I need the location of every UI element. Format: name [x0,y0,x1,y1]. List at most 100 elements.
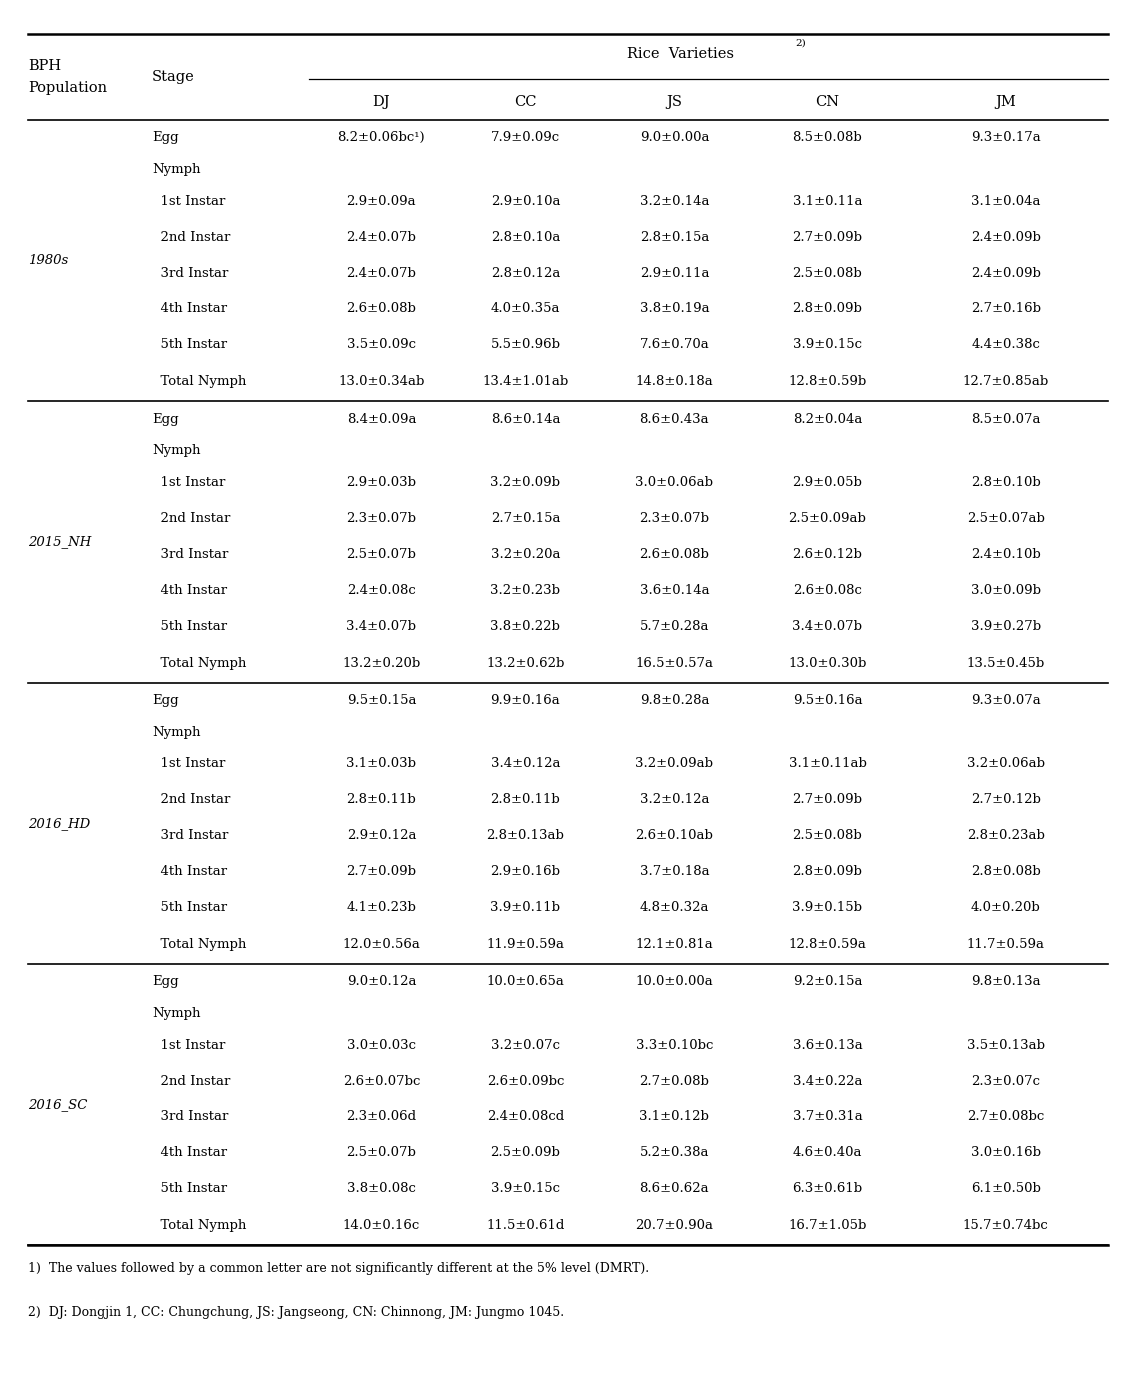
Text: 3.2±0.09ab: 3.2±0.09ab [636,757,713,771]
Text: 1)  The values followed by a common letter are not significantly different at th: 1) The values followed by a common lette… [28,1262,649,1274]
Text: JS: JS [666,95,683,109]
Text: BPH: BPH [28,59,61,73]
Text: 2.6±0.08c: 2.6±0.08c [793,583,862,597]
Text: Total Nymph: Total Nymph [152,938,246,952]
Text: 3rd Instar: 3rd Instar [152,829,228,843]
Text: 2.8±0.23ab: 2.8±0.23ab [966,829,1045,843]
Text: 2nd Instar: 2nd Instar [152,512,231,525]
Text: 3.5±0.13ab: 3.5±0.13ab [966,1038,1045,1052]
Text: 7.9±0.09c: 7.9±0.09c [490,131,560,145]
Text: Egg: Egg [152,694,179,707]
Text: 3.2±0.14a: 3.2±0.14a [640,194,709,208]
Text: 4.6±0.40a: 4.6±0.40a [793,1146,862,1160]
Text: 2.3±0.07b: 2.3±0.07b [346,512,416,525]
Text: 1st Instar: 1st Instar [152,757,225,771]
Text: 5th Instar: 5th Instar [152,619,227,633]
Text: CC: CC [514,95,537,109]
Text: 3.1±0.11a: 3.1±0.11a [793,194,862,208]
Text: 2.6±0.08b: 2.6±0.08b [639,547,710,561]
Text: 12.7±0.85ab: 12.7±0.85ab [963,375,1048,389]
Text: 2.4±0.08c: 2.4±0.08c [346,583,416,597]
Text: 2.6±0.10ab: 2.6±0.10ab [636,829,713,843]
Text: 2.7±0.12b: 2.7±0.12b [971,793,1041,807]
Text: 5.7±0.28a: 5.7±0.28a [640,619,709,633]
Text: 2.3±0.07b: 2.3±0.07b [639,512,710,525]
Text: 15.7±0.74bc: 15.7±0.74bc [963,1219,1048,1233]
Text: CN: CN [816,95,839,109]
Text: 2.8±0.09b: 2.8±0.09b [792,302,863,316]
Text: 3.1±0.03b: 3.1±0.03b [346,757,416,771]
Text: 1st Instar: 1st Instar [152,476,225,490]
Text: 3.7±0.18a: 3.7±0.18a [640,865,709,878]
Text: 12.8±0.59a: 12.8±0.59a [789,938,866,952]
Text: 2.6±0.08b: 2.6±0.08b [346,302,416,316]
Text: 2): 2) [795,39,807,47]
Text: 4.1±0.23b: 4.1±0.23b [346,900,416,914]
Text: 2.5±0.07b: 2.5±0.07b [346,547,416,561]
Text: 2.4±0.10b: 2.4±0.10b [971,547,1041,561]
Text: 4.0±0.20b: 4.0±0.20b [971,900,1041,914]
Text: 3.9±0.15c: 3.9±0.15c [793,338,862,352]
Text: 9.9±0.16a: 9.9±0.16a [490,694,560,707]
Text: 2.9±0.05b: 2.9±0.05b [792,476,863,490]
Text: 3.5±0.09c: 3.5±0.09c [346,338,416,352]
Text: 2.4±0.08cd: 2.4±0.08cd [487,1110,564,1124]
Text: 2.5±0.09b: 2.5±0.09b [490,1146,560,1160]
Text: 2.7±0.16b: 2.7±0.16b [971,302,1041,316]
Text: 14.0±0.16c: 14.0±0.16c [343,1219,420,1233]
Text: 5th Instar: 5th Instar [152,1182,227,1196]
Text: 3.8±0.19a: 3.8±0.19a [640,302,709,316]
Text: 2.8±0.15a: 2.8±0.15a [640,230,709,244]
Text: Total Nymph: Total Nymph [152,1219,246,1233]
Text: 3.0±0.09b: 3.0±0.09b [971,583,1041,597]
Text: 3.9±0.27b: 3.9±0.27b [971,619,1041,633]
Text: Nymph: Nymph [152,163,200,177]
Text: 2.9±0.16b: 2.9±0.16b [490,865,560,878]
Text: 5th Instar: 5th Instar [152,900,227,914]
Text: 2.8±0.09b: 2.8±0.09b [792,865,863,878]
Text: 8.6±0.43a: 8.6±0.43a [640,412,709,426]
Text: 2.3±0.07c: 2.3±0.07c [971,1074,1041,1088]
Text: 2.5±0.09ab: 2.5±0.09ab [789,512,866,525]
Text: 9.5±0.15a: 9.5±0.15a [346,694,416,707]
Text: 3.8±0.22b: 3.8±0.22b [490,619,560,633]
Text: 9.3±0.17a: 9.3±0.17a [971,131,1041,145]
Text: 2.4±0.07b: 2.4±0.07b [346,266,416,280]
Text: 9.3±0.07a: 9.3±0.07a [971,694,1041,707]
Text: 2.9±0.11a: 2.9±0.11a [640,266,709,280]
Text: 3.9±0.15c: 3.9±0.15c [490,1182,560,1196]
Text: 2)  DJ: Dongjin 1, CC: Chungchung, JS: Jangseong, CN: Chinnong, JM: Jungmo 1045.: 2) DJ: Dongjin 1, CC: Chungchung, JS: Ja… [28,1306,565,1318]
Text: 2015_NH: 2015_NH [28,535,91,549]
Text: 13.2±0.62b: 13.2±0.62b [486,656,565,670]
Text: 12.0±0.56a: 12.0±0.56a [342,938,421,952]
Text: 3.2±0.23b: 3.2±0.23b [490,583,560,597]
Text: 3.2±0.09b: 3.2±0.09b [490,476,560,490]
Text: Egg: Egg [152,412,179,426]
Text: 2.8±0.11b: 2.8±0.11b [490,793,560,807]
Text: 9.2±0.15a: 9.2±0.15a [793,975,862,989]
Text: 3.0±0.16b: 3.0±0.16b [971,1146,1041,1160]
Text: 3.4±0.22a: 3.4±0.22a [793,1074,862,1088]
Text: 4.8±0.32a: 4.8±0.32a [640,900,709,914]
Text: Nymph: Nymph [152,1007,200,1020]
Text: Total Nymph: Total Nymph [152,375,246,389]
Text: 5th Instar: 5th Instar [152,338,227,352]
Text: 8.2±0.04a: 8.2±0.04a [793,412,862,426]
Text: 3.4±0.12a: 3.4±0.12a [490,757,560,771]
Text: 12.8±0.59b: 12.8±0.59b [789,375,866,389]
Text: 6.3±0.61b: 6.3±0.61b [792,1182,863,1196]
Text: 10.0±0.00a: 10.0±0.00a [636,975,713,989]
Text: 2.8±0.08b: 2.8±0.08b [971,865,1041,878]
Text: 13.0±0.30b: 13.0±0.30b [789,656,866,670]
Text: 9.0±0.00a: 9.0±0.00a [640,131,709,145]
Text: 2.5±0.08b: 2.5±0.08b [792,829,863,843]
Text: 3.4±0.07b: 3.4±0.07b [346,619,416,633]
Text: 8.5±0.08b: 8.5±0.08b [792,131,863,145]
Text: 6.1±0.50b: 6.1±0.50b [971,1182,1041,1196]
Text: 2nd Instar: 2nd Instar [152,230,231,244]
Text: Nymph: Nymph [152,444,200,458]
Text: 4th Instar: 4th Instar [152,583,227,597]
Text: 2.4±0.09b: 2.4±0.09b [971,266,1041,280]
Text: 3.2±0.06ab: 3.2±0.06ab [966,757,1045,771]
Text: 12.1±0.81a: 12.1±0.81a [636,938,713,952]
